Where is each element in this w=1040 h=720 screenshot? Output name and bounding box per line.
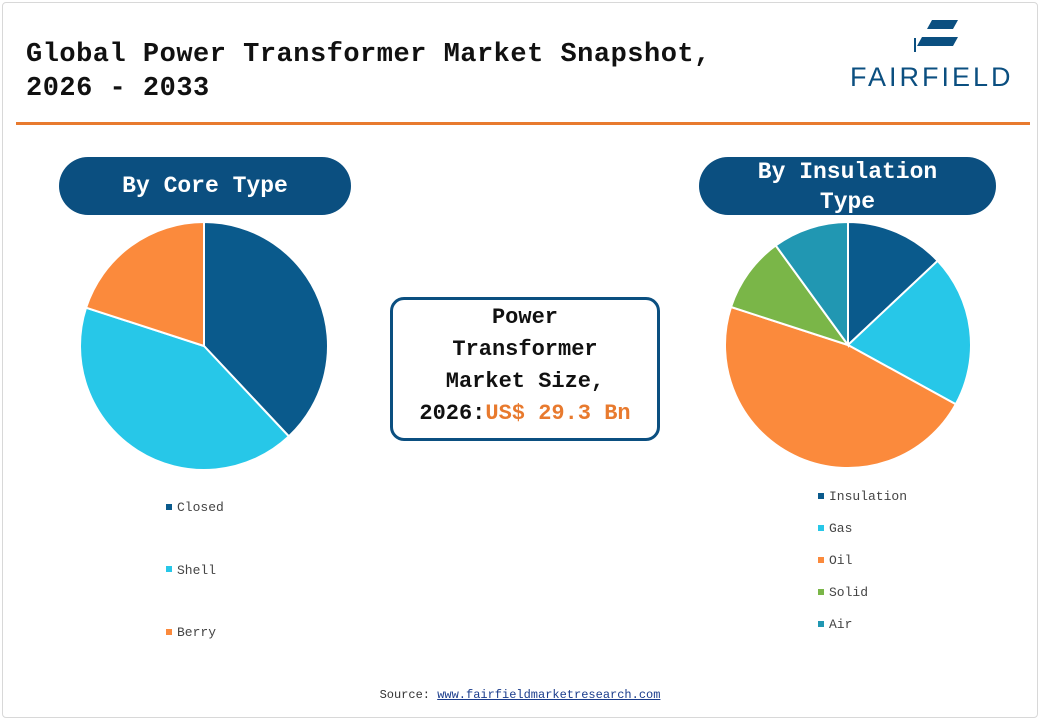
legend-label: Insulation	[829, 489, 908, 504]
legend-swatch	[166, 628, 172, 635]
header-divider	[16, 122, 1030, 125]
pie-chart-core-type	[79, 220, 329, 471]
legend-swatch	[818, 620, 824, 627]
callout-line: Market Size,	[445, 369, 605, 394]
pie-slice-shell	[79, 306, 291, 471]
source-link[interactable]: www.fairfieldmarketresearch.com	[437, 688, 661, 702]
legend-label: Solid	[829, 585, 869, 600]
legend-label: Shell	[177, 562, 217, 578]
legend-item-gas: Gas	[818, 521, 852, 536]
pie-slice-closed	[203, 220, 329, 438]
legend-item-berry: Berry	[166, 625, 216, 640]
legend-label: Closed	[177, 500, 224, 515]
legend-swatch	[818, 588, 824, 595]
legend-item-closed: Closed	[166, 500, 224, 515]
pie-slice-oil	[724, 305, 958, 469]
legend-item-oil: Oil	[818, 553, 852, 568]
legend-label: Berry	[177, 625, 217, 640]
legend-label: Air	[829, 617, 853, 632]
legend-swatch	[166, 566, 172, 573]
callout-line: Power	[491, 305, 558, 330]
logo-text: FAIRFIELD	[850, 62, 1014, 92]
chart-title-text: By Insulation Type	[757, 159, 938, 215]
source-label: Source:	[379, 688, 430, 702]
pie-slice-insulation	[847, 220, 940, 348]
market-size-callout: Power Transformer Market Size, 2026:US$ …	[390, 297, 660, 441]
pie-slice-air	[774, 220, 849, 349]
pie-slice-berry	[84, 220, 205, 348]
legend-item-insulation: Insulation	[818, 489, 907, 504]
callout-year: 2026:	[419, 401, 486, 426]
legend-swatch	[166, 503, 172, 510]
legend-item-air: Air	[818, 617, 852, 632]
legend-swatch	[818, 524, 824, 531]
callout-line: Transformer	[452, 337, 598, 362]
legend-swatch	[818, 492, 824, 499]
logo-mark-icon	[914, 20, 958, 52]
title-line-2: 2026 - 2033	[26, 74, 210, 104]
legend-label: Gas	[829, 521, 853, 536]
callout-line: 2026:US$ 29.3 Bn	[393, 398, 657, 430]
legend-swatch	[818, 556, 824, 563]
pie-chart-insulation-type	[724, 220, 972, 469]
title-line-1: Global Power Transformer Market Snapshot…	[26, 40, 711, 70]
chart-title-core-type: By Core Type	[59, 157, 351, 215]
pie-slice-gas	[846, 259, 972, 406]
legend-item-shell: Shell	[166, 563, 216, 578]
source-footer: Source: www.fairfieldmarketresearch.com	[0, 688, 1040, 702]
fairfield-logo: FAIRFIELD	[850, 20, 1025, 92]
legend-label: Oil	[829, 553, 853, 568]
page-title: Global Power Transformer Market Snapshot…	[26, 38, 711, 106]
chart-title-insulation-type: By Insulation Type	[699, 157, 996, 215]
market-size-value: US$ 29.3 Bn	[485, 401, 631, 426]
legend-item-solid: Solid	[818, 585, 868, 600]
pie-slice-solid	[729, 244, 851, 347]
